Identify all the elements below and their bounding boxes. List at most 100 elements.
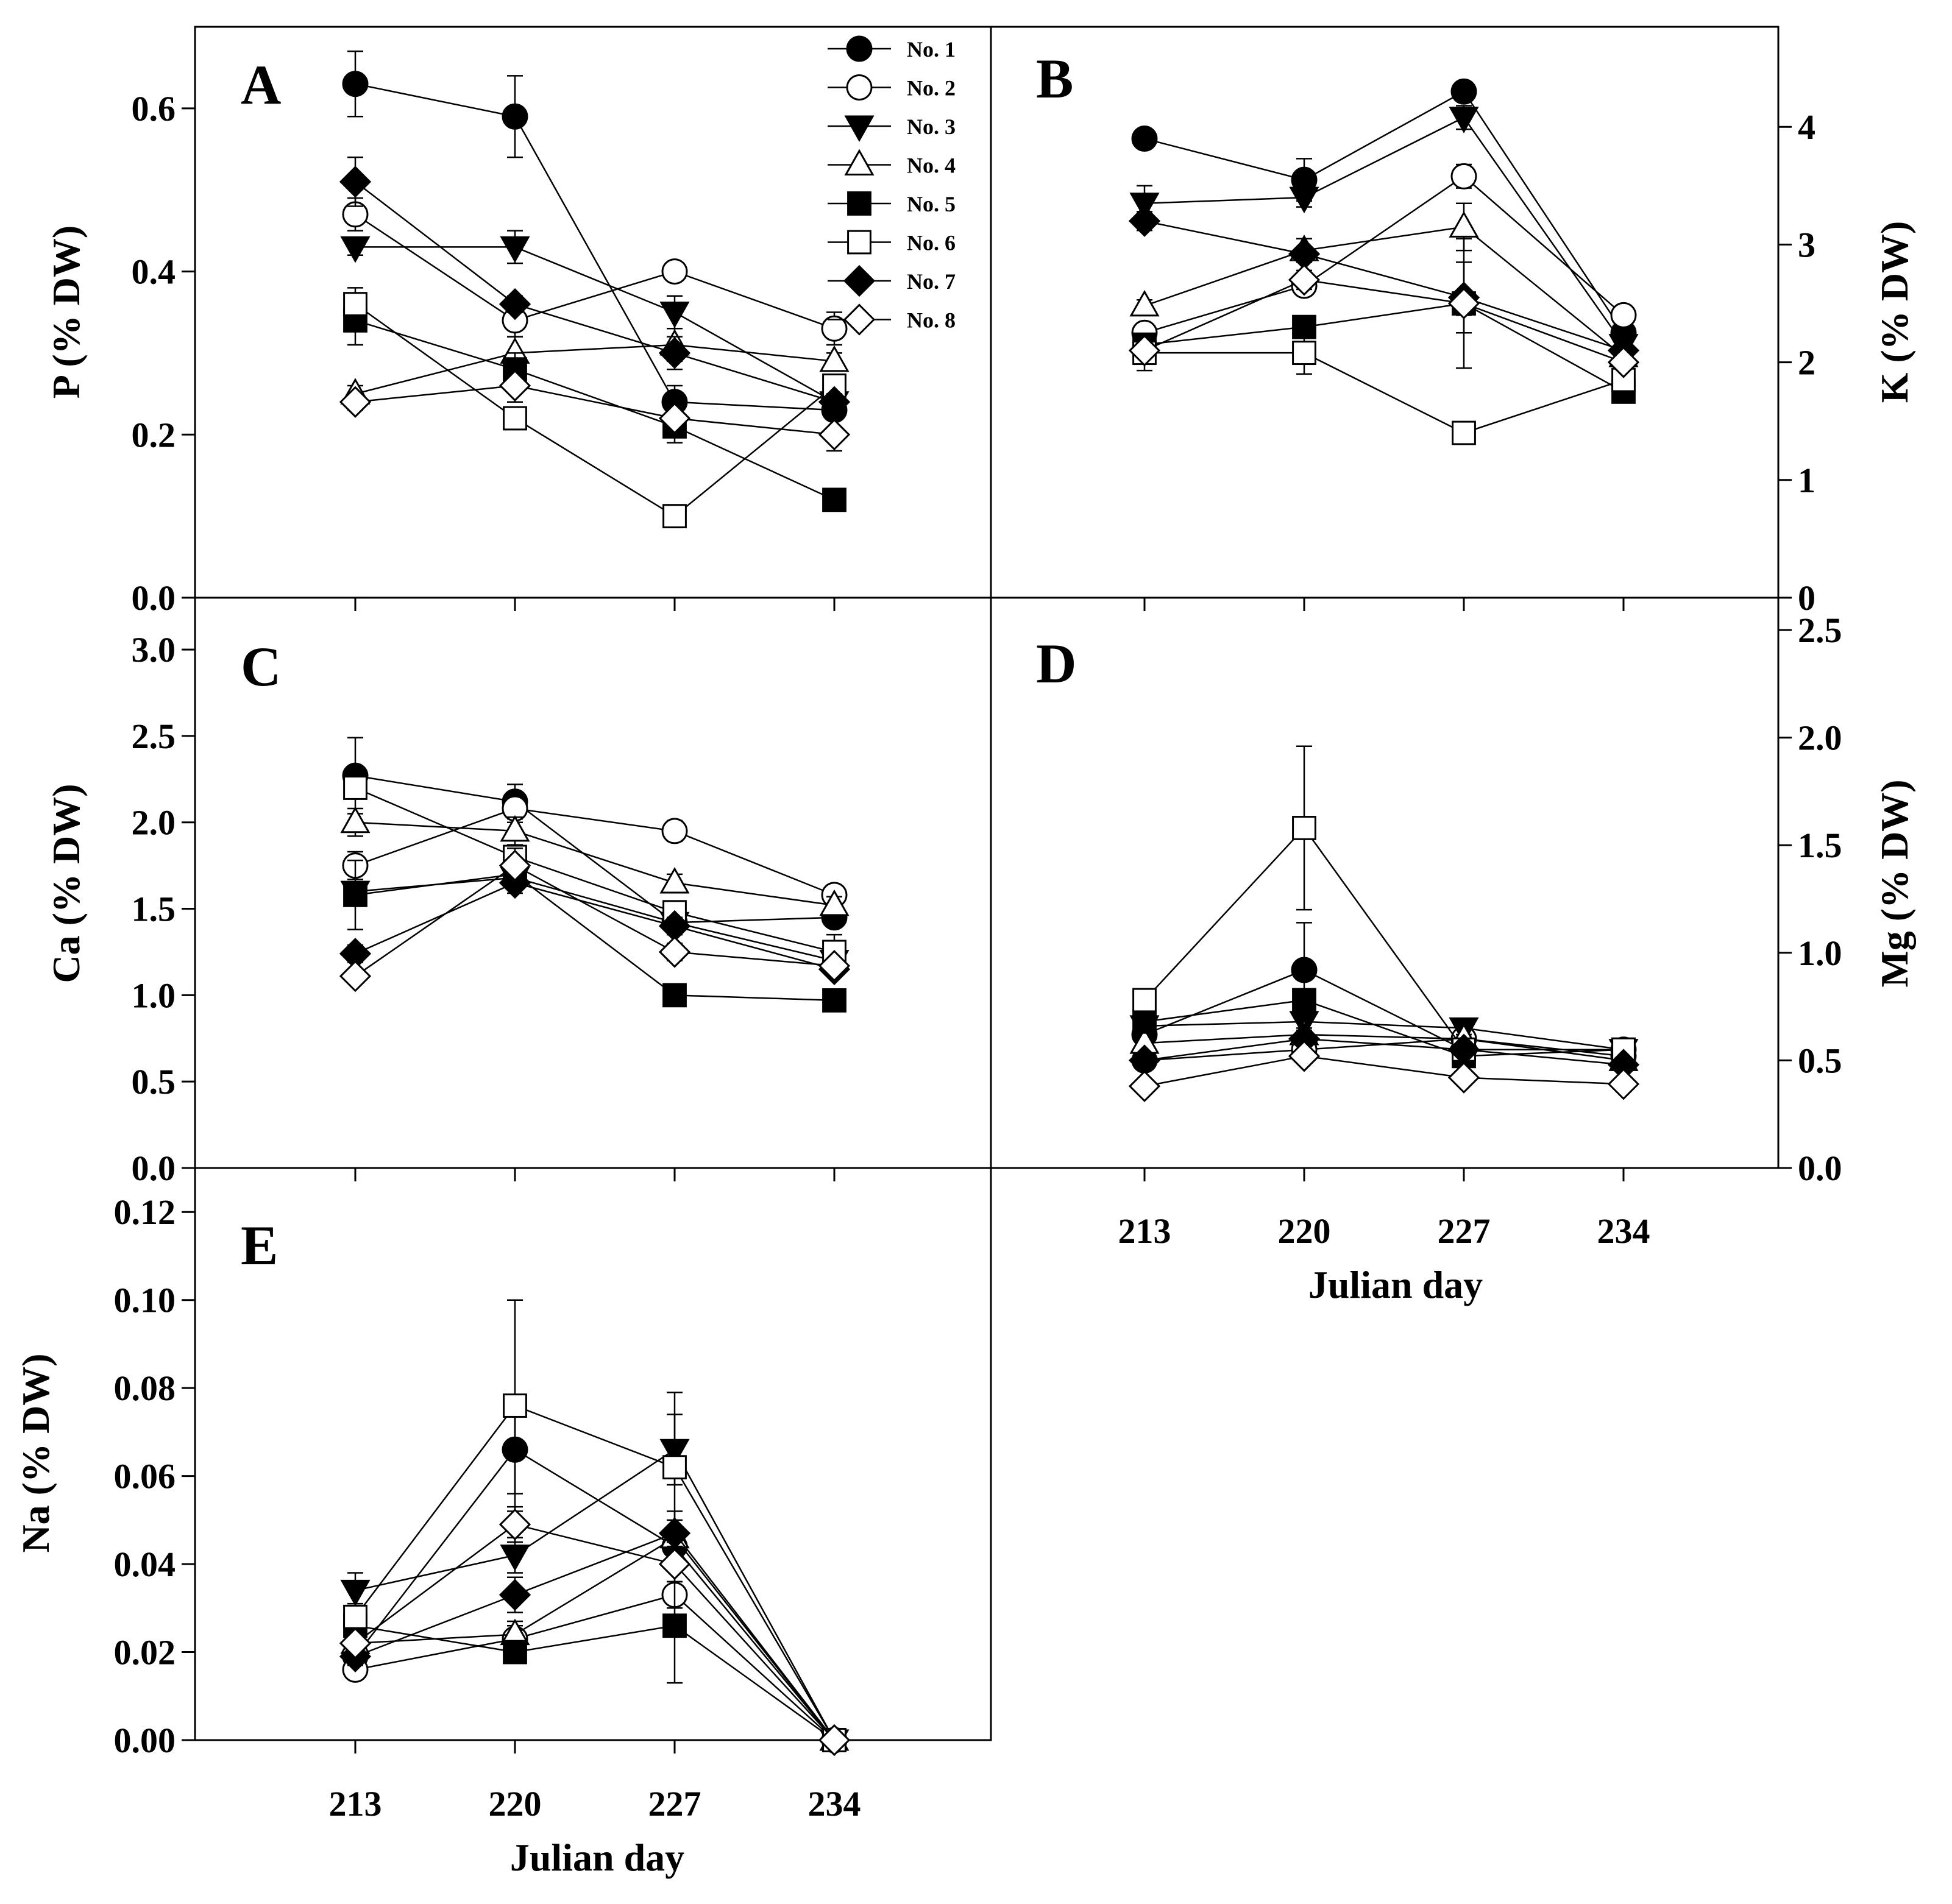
panel-b-point [1607,346,1640,378]
panel-b-point [1292,341,1316,366]
panel-a-ytick-label: 0.0 [132,578,176,618]
legend-label: No. 5 [907,192,956,216]
panel-e-xtick-label: 220 [489,1784,542,1824]
panel-c-ylabel: Ca (% DW) [44,784,88,983]
panel-a-point [503,406,527,431]
panel-c-point [658,936,691,968]
panel-e-ytick-label: 0.02 [114,1633,176,1672]
panel-b-letter: B [1036,48,1073,110]
panel-a-point [659,302,690,328]
panel-d-xlabel: Julian day [1308,1263,1483,1306]
legend: No. 1 No. 2 No. 3 No. 4 No. 5 No. 6 No. 7 No. 8 [828,35,956,336]
legend-entry-5: No. 5 [828,191,956,216]
panel-c-ytick-label: 1.0 [132,975,176,1015]
legend-entry-3: No. 3 [828,115,956,143]
panel-c-ytick-label: 0.0 [132,1148,176,1188]
panel-d-point [1132,1009,1157,1034]
legend-label: No. 6 [907,231,956,255]
panel-c-point [662,983,687,1008]
panel-d-ytick-label: 1.5 [1798,826,1842,865]
panel-c-point [818,950,851,982]
panel-c-series-8-line [355,865,835,977]
panel-b-series-3-line [1144,116,1625,345]
panel-d-series-7-line [1144,1038,1624,1066]
panel-c-series-1-line [355,774,835,924]
panel-e-ytick-label: 0.06 [114,1457,176,1496]
panel-d-series-6-line [1144,826,1624,1050]
legend-marker [846,74,873,101]
panel-a-point [818,419,851,451]
legend-label: No. 4 [907,154,956,178]
panel-a-point [821,315,848,342]
panel-c-letter: C [241,635,281,698]
panel-a-point [819,345,850,372]
panel-b-point [1450,163,1477,189]
panel-b-point [1449,211,1479,238]
panel-c-point [822,988,846,1013]
panel-b-point [1289,186,1319,214]
panel-e-series-6-line [355,1404,836,1741]
panel-a-point [342,71,369,97]
panel-d-point [1288,1040,1321,1072]
panel-a-point [662,504,687,529]
panel-e-series-8 [339,1506,851,1757]
panel-c-ytick-label: 3.0 [132,630,176,670]
panel-a-point [343,292,367,317]
panel-d-ytick-label: 0.5 [1798,1041,1842,1080]
panel-a-point [339,166,372,198]
panel-c-ytick-label: 0.5 [132,1062,176,1102]
panel-e-point [500,1545,530,1571]
panel-e-point [658,1548,691,1580]
panel-b-plot: 0 1 2 3 4 [1128,78,1815,618]
panel-c-point [659,866,690,894]
panel-c-ytick-label: 2.5 [132,717,176,756]
panel-a-series-7-line [355,181,835,403]
panel-a-point [499,288,531,320]
legend-marker [844,149,875,175]
panel-a-point [499,369,531,402]
panel-e-point [503,1640,527,1665]
panel-a-series-1-line [355,83,835,411]
panel-c-series-5-line [355,873,835,1002]
panel-d-point [1128,1070,1161,1102]
panel-b-point [1450,78,1477,105]
panel-a-point [658,337,691,369]
panel-b-point [1452,420,1476,445]
panel-b-series-5-line [1144,302,1624,393]
panel-a-ytick-label: 0.6 [132,89,176,129]
panel-a-series-8-line [355,384,835,436]
panel-a-point [658,402,691,434]
panel-e-point [343,1604,367,1629]
panel-e-series-5-line [355,1624,835,1741]
panel-c-point [343,776,367,800]
panel-e-ytick-label: 0.12 [114,1192,176,1232]
panel-d-xtick-label: 220 [1278,1211,1331,1251]
panel-e-point [340,1579,371,1607]
panel-a-series-3-line [355,246,835,403]
panel-e-ytick-label: 0.04 [114,1545,176,1584]
legend-marker [846,35,873,62]
legend-entry-7: No. 7 [828,264,956,297]
panel-e-series-8-line [355,1523,835,1741]
panel-d-series-3-line [1144,1021,1624,1050]
panel-c-point [500,815,530,842]
panel-a-series-4-line [355,344,835,395]
panel-c-series-6-line [355,787,835,953]
panel-b-ylabel: K (% DW) [1873,221,1916,403]
panel-d-ytick-label: 2.0 [1798,718,1842,758]
legend-label: No. 2 [907,76,956,101]
panel-b-series-8 [1128,238,1640,378]
panel-d-xtick-label: 227 [1438,1211,1491,1251]
panel-b-point [1128,205,1161,237]
panel-b-point [1610,302,1637,328]
panel-a-plot: 0.0 0.2 0.4 0.6 [132,50,851,618]
legend-label: No. 1 [907,37,956,62]
panel-e-point [499,1579,531,1611]
panel-b-point [1129,289,1160,317]
panel-e-series-1-line [355,1448,835,1741]
panel-d-plot: 0.0 0.5 1.0 1.5 2.0 2.5 213 220 227 234 [1118,610,1842,1251]
panel-c-point [499,849,531,882]
panel-a-point [339,386,372,418]
panel-b-point [1288,264,1321,296]
